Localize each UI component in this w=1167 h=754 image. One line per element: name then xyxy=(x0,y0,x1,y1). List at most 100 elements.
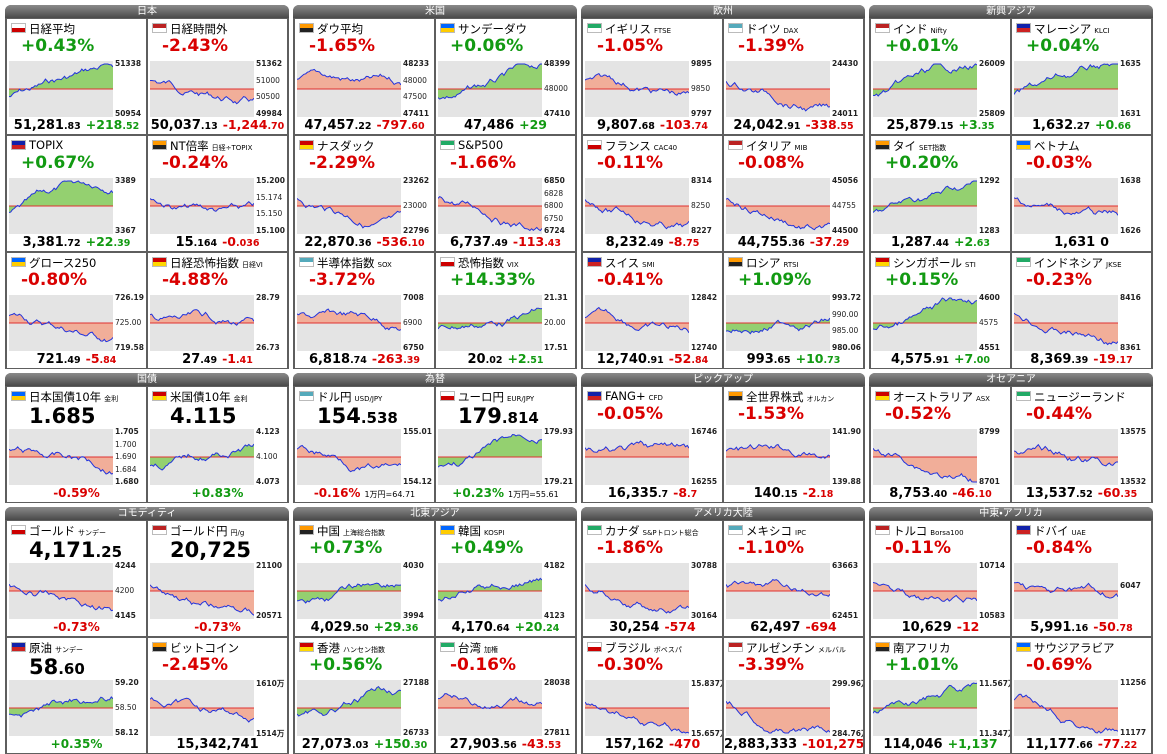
change-dec: .35 xyxy=(1120,489,1138,500)
market-tile[interactable]: 中国 上海総合指数 +0.73% 4030 3994 4,029.50 +29.36 xyxy=(295,521,434,636)
market-tile[interactable]: シンガポール STI +0.15% 4600 4575 4551 4,575.91 +7.00 xyxy=(871,253,1010,368)
market-tile[interactable]: トルコ Borsa100 -0.11% 10714 10583 10,629 -12 xyxy=(871,521,1010,636)
conversion-note: 1万円=64.71 xyxy=(364,490,416,499)
sparkline-chart xyxy=(150,429,254,485)
market-tile[interactable]: インドネシア JKSE -0.23% 8416 8361 8,369.39 -19.17 xyxy=(1012,253,1151,368)
market-tile[interactable]: ナスダック -2.29% 23262 23000 22796 22,870.36 -536.… xyxy=(295,136,434,251)
axis-label: 284.76万 xyxy=(832,729,863,738)
market-tile[interactable]: スイス SMI -0.41% 12842 12740 12,740.91 -52.84 xyxy=(583,253,722,368)
market-tile[interactable]: マレーシア KLCI +0.04% 1635 1631 1,632.27 +0.66 xyxy=(1012,19,1151,134)
market-tile[interactable]: ドイツ DAX -1.39% 24430 24011 24,042.91 -338.55 xyxy=(724,19,863,134)
market-tile[interactable]: S&P500 -1.66% 6850 6828 6800 6750 6724 6,737.49… xyxy=(436,136,575,251)
price-int: 8,369 xyxy=(1030,352,1072,367)
price-int: 25,879 xyxy=(886,118,937,133)
price-int: 140 xyxy=(753,486,781,501)
market-tile[interactable]: 日本国債10年 金利 1.685 1.705 1.700 1.690 1.684 1.680-… xyxy=(7,387,146,502)
price-int: 62,497 xyxy=(750,620,801,635)
bottom-values: 4,170.64 +20.24 xyxy=(436,616,575,635)
sparkline-chart xyxy=(150,178,254,234)
market-tile[interactable]: 日経平均 +0.43% 51338 50954 51,281.83 +218.52 xyxy=(7,19,146,134)
market-tile[interactable]: ベトナム -0.03% 1638 1626 1,631 0 xyxy=(1012,136,1151,251)
name-text: アルゼンチン xyxy=(746,641,815,655)
market-tile[interactable]: サンデーダウ +0.06% 48399 48000 47410 47,486 +29 xyxy=(436,19,575,134)
price-dec: .36 xyxy=(354,238,372,249)
market-tile[interactable]: タイ SET指数 +0.20% 1292 1283 1,287.44 +2.63 xyxy=(871,136,1010,251)
sparkline xyxy=(585,199,689,230)
market-tile[interactable]: カナダ S&Pトロント総合 -1.86% 30788 30164 30,254 -574 xyxy=(583,521,722,636)
market-tile[interactable]: 台湾 加権 -0.16% 28038 27811 27,903.56 -43.53 xyxy=(436,638,575,753)
market-tile[interactable]: メキシコ IPC -1.10% 63663 62451 62,497 -694 xyxy=(724,521,863,636)
market-tile[interactable]: TOPIX +0.67% 3389 3367 3,381.72 +22.39 xyxy=(7,136,146,251)
market-tile[interactable]: 日経恐怖指数 日経VI -4.88% 28.79 26.73 27.49 -1.41 xyxy=(148,253,287,368)
axis-label: 4145 xyxy=(115,611,136,620)
axis-label: 47410 xyxy=(544,109,571,118)
name-sub: ボベスパ xyxy=(653,646,682,654)
axis-label: 8361 xyxy=(1120,343,1141,352)
sparkline xyxy=(297,198,401,229)
change-int: -46 xyxy=(952,485,975,500)
price: 12,740.91 xyxy=(597,352,664,367)
market-tile[interactable]: イギリス FTSE -1.05% 9895 9850 9797 9,807.68 -103.7… xyxy=(583,19,722,134)
axis-label: 299.96万 xyxy=(832,679,863,688)
market-tile[interactable]: 米国債10年 金利 4.115 4.123 4.100 4.073 +0.83% xyxy=(148,387,287,502)
rate-dec: .814 xyxy=(501,409,539,427)
axis-label: 28038 xyxy=(544,678,571,687)
price-int: 721 xyxy=(36,352,64,367)
market-tile[interactable]: ドル円 USD/JPY 154.538 155.01 154.12 -0.16% 1万円=6… xyxy=(295,387,434,502)
market-tile[interactable]: ドバイ UAE -0.84% 6047 5,991.16 -50.78 xyxy=(1012,521,1151,636)
market-tile[interactable]: 南アフリカ+1.01% 11.567万 11.347万 114,046 +1,137 xyxy=(871,638,1010,753)
market-tile[interactable]: フランス CAC40 -0.11% 8314 8250 8227 8,232.49 -8.75 xyxy=(583,136,722,251)
change-percent: +0.04% xyxy=(1026,36,1100,56)
change-int: +29 xyxy=(519,117,548,132)
market-tile[interactable]: ニュージーランド -0.44% 13575 13532 13,537.52 -60.35 xyxy=(1012,387,1151,502)
bottom-values: 13,537.52 -60.35 xyxy=(1012,482,1151,501)
market-tile[interactable]: グロース250 -0.80% 726.19 725.00 719.58 721.49 -5.… xyxy=(7,253,146,368)
market-tile[interactable]: 恐怖指数 VIX +14.33% 21.31 20.00 17.51 20.02 +2.51 xyxy=(436,253,575,368)
market-tile[interactable]: ダウ平均 -1.65% 48233 48000 47500 47411 47,457.22-… xyxy=(295,19,434,134)
sparkline-chart xyxy=(438,429,542,485)
sparkline-chart xyxy=(1014,61,1118,117)
market-tile[interactable]: 半導体指数 SOX -3.72% 7008 6900 6750 6,818.74 -263.3… xyxy=(295,253,434,368)
flag-icon xyxy=(587,257,602,267)
change-dec: .29 xyxy=(832,238,850,249)
market-tile[interactable]: 原油 サンデー 58.60 59.20 58.50 58.12 +0.35% xyxy=(7,638,146,753)
axis-label: 719.58 xyxy=(115,343,144,352)
sparkline-fill xyxy=(297,686,401,716)
market-tile[interactable]: NT倍率 日経÷TOPIX -0.24% 15.200 15.174 15.150 15.1… xyxy=(148,136,287,251)
name-sub: サンデー xyxy=(55,646,83,654)
market-name: ドバイ UAE xyxy=(1034,523,1086,539)
bottom-values: 10,629 -12 xyxy=(871,616,1010,635)
market-tile[interactable]: ロシア RTSI +1.09% 993.72 990.00 985.00 980.06 993… xyxy=(724,253,863,368)
market-tile[interactable]: ビットコイン -2.45% 1610万 1514万 15,342,741 xyxy=(148,638,287,753)
market-tile[interactable]: インド Nifty +0.01% 26009 25809 25,879.15 +3.35 xyxy=(871,19,1010,134)
change: -694 xyxy=(805,619,836,634)
name-sub: FTSE xyxy=(654,27,672,35)
axis-label: 1.680 xyxy=(115,477,139,486)
market-tile[interactable]: 日経時間外 -2.43% 51362 51000 50500 49984 50,037.13… xyxy=(148,19,287,134)
market-tile[interactable]: サウジアラビア -0.69% 11256 11177 11,177.66 -77.22 xyxy=(1012,638,1151,753)
axis-label: 993.72 xyxy=(832,293,861,302)
market-name: イタリア MIB xyxy=(746,138,807,154)
market-tile[interactable]: ユーロ円 EUR/JPY 179.814 179.93 179.21 +0.23% 1万円=… xyxy=(436,387,575,502)
change-int: -101,275 xyxy=(802,736,863,751)
market-tile[interactable]: イタリア MIB -0.08% 45056 44755 44500 44,755.36 -37… xyxy=(724,136,863,251)
market-tile[interactable]: ゴールド円 円/g 20,725 21100 20571 -0.73% xyxy=(148,521,287,636)
market-tile[interactable]: FANG+ CFD -0.05% 16746 16255 16,335.7 -8.7 xyxy=(583,387,722,502)
market-tile[interactable]: ゴールド サンデー 4,171.25 4244 4200 4145 -0.73% xyxy=(7,521,146,636)
flag-icon xyxy=(1016,642,1031,652)
market-tile[interactable]: アルゼンチンメルバル-3.39%299.96万284.76万2,883,333-… xyxy=(724,638,863,753)
market-tile[interactable]: オーストラリア ASX -0.52% 8799 8701 8,753.40 -46.10 xyxy=(871,387,1010,502)
change-int: +1,137 xyxy=(947,736,998,751)
market-tile[interactable]: 全世界株式 オルカン -1.53% 141.90 139.88 140.15 -2.18 xyxy=(724,387,863,502)
sparkline xyxy=(1014,312,1118,346)
market-tile[interactable]: 香港 ハンセン指数 +0.56% 27188 26733 27,073.03 +150.30 xyxy=(295,638,434,753)
change-int: -0 xyxy=(222,234,236,249)
name-text: 米国債10年 xyxy=(170,390,231,404)
axis-label: 4030 xyxy=(403,561,424,570)
market-tile[interactable]: 韓国 KOSPI +0.49% 4182 4123 4,170.64 +20.24 xyxy=(436,521,575,636)
change-dec: .30 xyxy=(410,740,428,751)
sparkline xyxy=(297,685,401,717)
change-percent: +0.73% xyxy=(309,538,383,558)
market-name: 原油 サンデー xyxy=(29,640,83,656)
